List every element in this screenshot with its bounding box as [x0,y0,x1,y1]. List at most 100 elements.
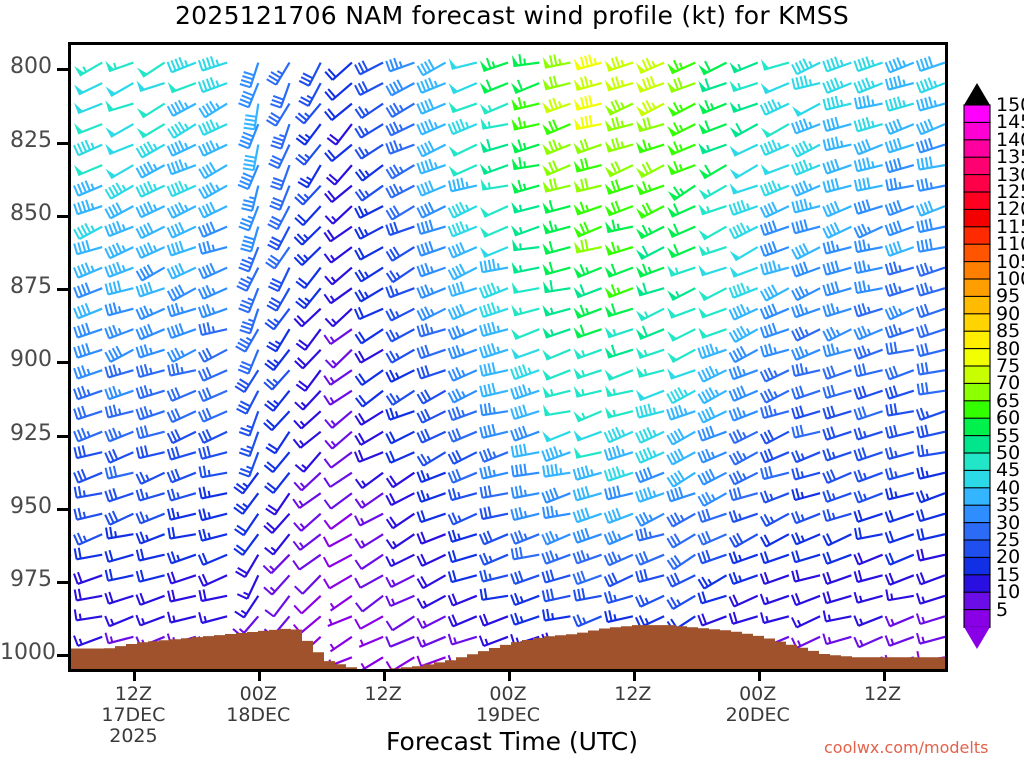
colorbar-tick-label: 80 [996,337,1021,360]
y-axis-label: 975 [10,567,52,593]
x-axis-label: 00Z 19DEC [438,684,578,726]
colorbar-swatch [963,609,991,628]
x-tick-time: 12Z [114,683,153,705]
colorbar-swatch [963,348,991,367]
colorbar-swatch [963,156,991,176]
x-tick-time: 00Z [739,683,777,705]
colorbar-swatch [963,330,991,350]
colorbar-tick-label: 95 [996,285,1021,308]
colorbar-swatch [963,452,991,472]
colorbar-swatch [963,104,991,124]
colorbar-over-arrow [964,83,990,105]
colorbar-tick-label: 135 [996,146,1024,169]
colorbar-swatch [963,574,991,594]
y-axis-label: 850 [10,200,52,226]
wind-barb-field [71,53,945,669]
x-axis-label: 12Z 17DEC 2025 [63,684,203,747]
colorbar-tick-label: 150 [996,94,1024,116]
x-tick-time: 00Z [239,683,277,705]
colorbar-swatch [963,295,991,315]
y-axis-tick [57,288,68,292]
colorbar-tick-label: 85 [996,320,1021,343]
colorbar-tick-label: 25 [996,529,1021,551]
colorbar-tick-label: 65 [996,389,1021,412]
x-axis-label: 00Z 20DEC [688,684,828,726]
y-axis-tick [57,141,68,145]
colorbar-swatch [963,174,991,193]
colorbar-swatch [963,208,991,228]
y-axis-tick [57,361,68,365]
colorbar-swatch [963,539,991,559]
colorbar-tick-label: 130 [996,163,1024,186]
colorbar-swatches [963,83,991,649]
colorbar-tick-label: 40 [996,476,1021,499]
colorbar-swatch [963,504,991,524]
plot-area [68,42,948,672]
terrain-polygon [71,625,945,669]
colorbar-swatch [963,522,991,541]
y-axis-tick [57,68,68,72]
colorbar-tick-label: 50 [996,442,1021,464]
y-axis-label: 800 [10,54,52,80]
x-axis-tick [632,672,636,681]
colorbar-swatch [963,278,991,298]
colorbar-swatch [963,243,991,263]
colorbar-tick-label: 100 [996,268,1024,290]
y-axis-tick [57,507,68,511]
x-axis-tick [508,672,511,681]
colorbar-tick-label: 115 [996,215,1024,238]
colorbar-tick-label: 10 [996,581,1021,604]
chart-title: 2025121706 NAM forecast wind profile (kt… [174,1,850,30]
x-axis-title: Forecast Time (UTC) [386,727,638,756]
y-axis-label: 1000 [0,640,56,666]
credit-watermark: coolwx.com/modelts [824,738,989,757]
colorbar-swatch [963,382,991,402]
y-axis-label: 950 [10,493,52,519]
colorbar-tick-label: 35 [996,494,1021,517]
terrain-surface [71,625,945,669]
colorbar-swatch [963,591,991,611]
x-axis-label: 12Z [813,684,953,705]
y-axis-tick [57,214,68,218]
colorbar-swatch [963,226,991,246]
colorbar-tick-label: 145 [996,111,1024,134]
colorbar-swatch [963,365,991,385]
colorbar-tick-label: 75 [996,355,1021,377]
colorbar-tick-label: 110 [996,233,1024,256]
x-tick-time: 12Z [614,683,652,705]
y-axis-tick [57,654,68,658]
x-tick-date: 20DEC [725,704,790,726]
colorbar: 1501451401351301251201151101051009590858… [960,83,1024,649]
y-axis-label: 825 [10,127,52,153]
colorbar-swatch [963,400,991,420]
x-axis-label: 12Z [313,684,453,705]
x-tick-time: 12Z [863,683,902,705]
y-axis-tick [57,434,68,438]
colorbar-tick-label: 55 [996,424,1021,447]
x-axis-tick [882,672,886,681]
colorbar-under-arrow [964,627,990,649]
colorbar-tick-label: 70 [996,372,1021,395]
y-axis-label: 900 [10,347,52,373]
x-tick-date: 18DEC [226,704,291,726]
colorbar-tick-label: 45 [996,459,1021,482]
colorbar-tick-label: 30 [996,511,1021,534]
colorbar-swatch [963,556,991,576]
x-tick-date: 19DEC [475,704,541,726]
x-axis-tick [258,672,262,681]
colorbar-swatch [963,435,991,454]
colorbar-swatch [963,261,991,280]
x-axis-tick [383,672,387,681]
colorbar-tick-label: 5 [996,598,1009,621]
colorbar-tick-label: 105 [996,250,1024,273]
colorbar-tick-label: 140 [996,128,1024,151]
y-axis-label: 875 [10,274,52,300]
x-tick-year: 2025 [109,725,158,747]
x-axis-tick [757,672,761,681]
colorbar-swatch [963,121,991,141]
colorbar-tick-label: 90 [996,302,1021,325]
colorbar-tick-label: 15 [996,563,1021,586]
y-axis-tick [57,581,68,585]
colorbar-tick-label: 125 [996,181,1024,203]
